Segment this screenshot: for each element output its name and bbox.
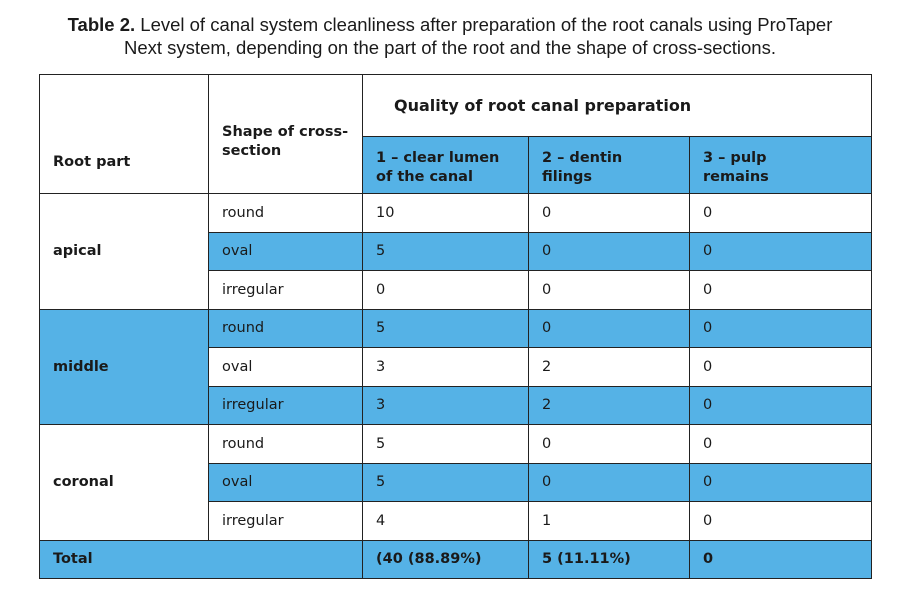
caption-text-2: Next system, depending on the part of th… [124,37,776,58]
shape-cell: irregular [208,270,363,310]
value-cell: 0 [528,462,690,502]
value-cell: 4 [362,501,529,541]
value-cell: 2 [528,385,690,425]
header-quality: Quality of root canal preparation [362,74,872,137]
shape-cell: round [208,424,363,464]
table-row: coronal round 5 0 0 [39,424,872,541]
value-cell: 0 [528,231,690,271]
value-cell: 0 [689,193,872,233]
shape-cell: round [208,193,363,233]
value-cell: 0 [528,424,690,464]
value-cell: 0 [362,270,529,310]
value-cell: 0 [689,270,872,310]
header-shape-line1: Shape of cross- [222,124,349,140]
header-col2: 2 – dentin filings [528,136,690,194]
header-root-part: Root part [39,74,209,194]
value-cell: 0 [528,193,690,233]
table-caption: Table 2. Level of canal system cleanline… [0,13,900,59]
results-table: Root part Shape of cross- section Qualit… [39,74,872,579]
value-cell: 0 [689,501,872,541]
header-col2-line1: 2 – dentin [542,150,623,166]
value-cell: 0 [689,424,872,464]
value-cell: 1 [528,501,690,541]
caption-line-1: Table 2. Level of canal system cleanline… [0,13,900,36]
header-shape-line2: section [222,143,282,159]
caption-text-1: Level of canal system cleanliness after … [140,14,833,35]
value-cell: 0 [689,347,872,387]
root-part-cell: middle [39,308,209,425]
shape-cell: round [208,308,363,348]
header-col3-line1: 3 – pulp [703,150,767,166]
total-cell: 5 (11.11%) [528,539,690,579]
value-cell: 3 [362,347,529,387]
header-row-top: Root part Shape of cross- section Qualit… [39,74,872,194]
root-part-cell: coronal [39,424,209,541]
total-cell: (40 (88.89%) [362,539,529,579]
value-cell: 5 [362,231,529,271]
table-row: apical round 10 0 0 [39,193,872,310]
header-row-sub: 1 – clear lumen of the canal 2 – dentin … [40,136,872,194]
shape-cell: oval [208,347,363,387]
total-cell: 0 [689,539,872,579]
value-cell: 2 [528,347,690,387]
shape-cell: oval [208,462,363,502]
header-col2-line2: filings [542,169,593,185]
value-cell: 0 [689,231,872,271]
header-col1-line1: 1 – clear lumen [376,150,500,166]
total-label: Total [39,539,363,579]
value-cell: 5 [362,462,529,502]
header-col3-line2: remains [703,169,769,185]
root-part-cell: apical [39,193,209,310]
table-row: middle round 5 0 0 [39,308,872,425]
header-shape: Shape of cross- section [208,74,363,194]
value-cell: 5 [362,424,529,464]
shape-cell: irregular [208,501,363,541]
header-col1: 1 – clear lumen of the canal [362,136,529,194]
shape-cell: irregular [208,385,363,425]
caption-label: Table 2. [67,14,136,35]
value-cell: 0 [689,462,872,502]
shape-cell: oval [208,231,363,271]
value-cell: 0 [528,270,690,310]
header-col1-line2: of the canal [376,169,473,185]
value-cell: 3 [362,385,529,425]
table-row: oval 3 2 0 [40,347,872,387]
table-row: irregular 0 0 0 [40,270,872,310]
value-cell: 0 [689,385,872,425]
value-cell: 10 [362,193,529,233]
value-cell: 0 [528,308,690,348]
total-row: Total (40 (88.89%) 5 (11.11%) 0 [39,539,872,579]
header-col3: 3 – pulp remains [689,136,872,194]
value-cell: 5 [362,308,529,348]
value-cell: 0 [689,308,872,348]
